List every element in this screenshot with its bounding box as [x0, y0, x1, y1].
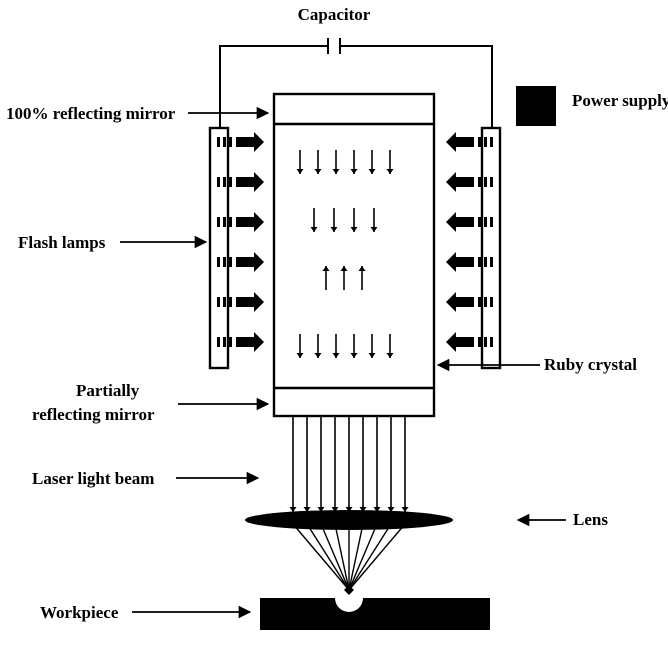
photon-arrow-head: [297, 353, 304, 358]
focus-ray: [349, 524, 377, 590]
flash-lamp-right: [482, 128, 500, 368]
photon-arrow-head: [315, 169, 322, 174]
photon-arrow-head: [331, 227, 338, 232]
flash-lamp-left: [210, 128, 228, 368]
focus-ray: [293, 524, 349, 590]
photon-arrow-head: [341, 266, 348, 271]
photon-arrow-head: [351, 227, 358, 232]
label-partial1: Partially: [76, 381, 140, 400]
photon-arrow-head: [351, 169, 358, 174]
label-flash_lamps: Flash lamps: [18, 233, 106, 252]
photon-arrow-head: [369, 353, 376, 358]
laser-beam-head: [290, 507, 297, 512]
label-laser_beam: Laser light beam: [32, 469, 154, 488]
photon-arrow-head: [333, 169, 340, 174]
label-ruby_crystal: Ruby crystal: [544, 355, 637, 374]
photon-arrow-head: [333, 353, 340, 358]
label-capacitor: Capacitor: [298, 5, 371, 24]
lens: [245, 510, 453, 530]
photon-arrow-head: [323, 266, 330, 271]
label-reflecting: 100% reflecting mirror: [6, 104, 176, 123]
photon-arrow-head: [371, 227, 378, 232]
focus-ray: [349, 524, 405, 590]
label-lens: Lens: [573, 510, 608, 529]
photon-arrow-head: [387, 169, 394, 174]
power-supply-box: [516, 86, 556, 126]
label-power_supply: Power supply: [572, 91, 668, 110]
photon-arrow-head: [351, 353, 358, 358]
photon-arrow-head: [311, 227, 318, 232]
workpiece: [260, 598, 490, 630]
photon-arrow-head: [315, 353, 322, 358]
label-workpiece: Workpiece: [40, 603, 119, 622]
laser-diagram: Capacitor Power supply 100% reflecting mir…: [0, 0, 668, 653]
ruby-crystal-box: [274, 94, 434, 416]
photon-arrow-head: [359, 266, 366, 271]
focus-ray: [321, 524, 349, 590]
photon-arrow-head: [297, 169, 304, 174]
photon-arrow-head: [369, 169, 376, 174]
label-partial2: reflecting mirror: [32, 405, 155, 424]
photon-arrow-head: [387, 353, 394, 358]
laser-beam-head: [402, 507, 409, 512]
